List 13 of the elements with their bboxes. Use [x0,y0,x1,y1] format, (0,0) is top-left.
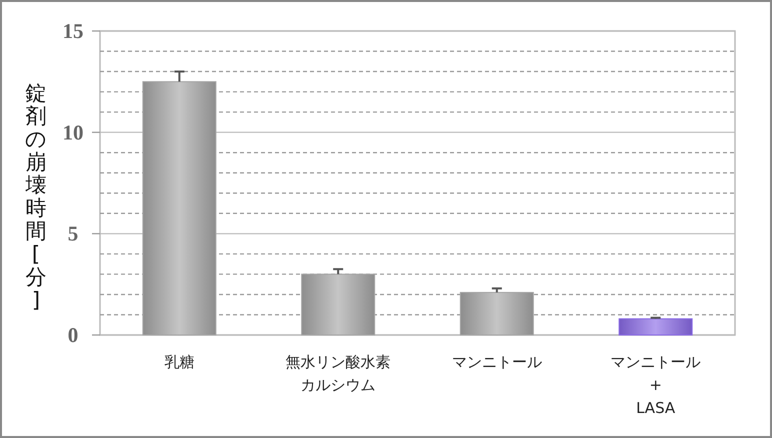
y-tick-label: 10 [62,120,84,144]
bar [301,274,376,336]
y-tick-label: 5 [68,222,78,246]
x-tick-label: 乳糖 [164,353,194,371]
bar [142,81,216,336]
x-tick-label: マンニトール [452,353,542,371]
x-tick-label: マンニトール + LASA [610,353,701,417]
bar [618,318,693,336]
bar [460,292,534,336]
y-tick-label: 15 [62,19,84,43]
x-tick-label: 無水リン酸水素カルシウム [286,353,391,394]
y-tick-label: 0 [68,323,78,347]
text: 錠剤の崩壊時間[分] [25,81,47,312]
